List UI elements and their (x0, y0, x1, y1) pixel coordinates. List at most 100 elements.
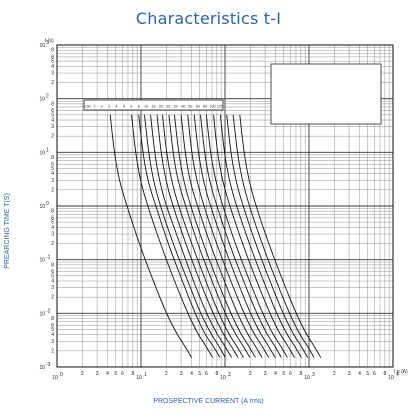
y-minor-tick-label: 5 (51, 112, 54, 118)
x-minor-tick-label: 4 (274, 371, 277, 377)
curve-3 (144, 114, 226, 358)
x-minor-tick-label: 2 (249, 371, 252, 377)
x-minor-tick-label: 6 (205, 371, 208, 377)
y-minor-tick-label: 5 (51, 59, 54, 65)
y-tick-exponent: 3 (46, 40, 49, 46)
y-minor-tick-label: 2 (51, 295, 54, 301)
curve-63 (219, 114, 302, 358)
x-minor-tick-label: 4 (358, 371, 361, 377)
curve-0.50 (109, 114, 192, 358)
y-tick-exponent: -3 (46, 362, 51, 368)
x-minor-tick-label: 4 (106, 371, 109, 377)
rating-label: 50 (188, 105, 192, 109)
y-minor-tick-label: 5 (51, 273, 54, 279)
x-minor-tick-label: 5 (198, 371, 201, 377)
rating-label: 32 (174, 105, 178, 109)
y-minor-tick-label: 8 (51, 101, 54, 107)
x-minor-tick-label: 8 (215, 371, 218, 377)
curve-8 (168, 114, 251, 358)
y-minor-tick-label: 4 (51, 225, 54, 231)
y-minor-tick-label: 2 (51, 80, 54, 86)
x-tick-exponent: 2 (228, 372, 231, 378)
x-tick-label: 10 (388, 375, 394, 381)
inset-boxes (83, 63, 382, 125)
x-tick-label: 10 (52, 375, 58, 381)
x-minor-tick-label: 3 (180, 371, 183, 377)
curve-20 (187, 114, 270, 358)
y-minor-tick-label: 5 (51, 220, 54, 226)
x-minor-tick-label: 6 (289, 371, 292, 377)
y-minor-tick-label: 6 (51, 162, 54, 168)
y-minor-tick-label: 4 (51, 171, 54, 177)
y-minor-tick-label: 8 (51, 316, 54, 322)
x-minor-tick-label: 3 (348, 371, 351, 377)
x-minor-tick-label: 5 (282, 371, 285, 377)
curve-32 (199, 114, 282, 358)
y-minor-tick-label: 3 (51, 285, 54, 291)
rating-label: 80 (203, 105, 207, 109)
rating-label: 2 (101, 105, 103, 109)
y-minor-tick-label: 8 (51, 262, 54, 268)
y-tick-exponent: 2 (46, 94, 49, 100)
plot-frame (56, 44, 394, 368)
y-minor-tick-label: 2 (51, 241, 54, 247)
y-minor-tick-label: 4 (51, 64, 54, 70)
x-minor-tick-label: 3 (96, 371, 99, 377)
y-tick-label: 10 (39, 365, 45, 371)
y-tick-exponent: -1 (46, 255, 51, 261)
rating-label: 6 (130, 105, 132, 109)
x-axis-unit: I p (A) (394, 369, 408, 375)
y-minor-tick-label: 8 (51, 48, 54, 54)
x-minor-tick-label: 6 (373, 371, 376, 377)
x-minor-tick-label: 8 (131, 371, 134, 377)
y-minor-tick-label: 6 (51, 323, 54, 329)
x-minor-tick-label: 4 (190, 371, 193, 377)
y-tick-label: 10 (39, 150, 45, 156)
y-minor-tick-label: 4 (51, 332, 54, 338)
rating-label: 25 (166, 105, 170, 109)
y-tick-exponent: 1 (46, 147, 49, 153)
y-minor-tick-label: 2 (51, 187, 54, 193)
x-minor-tick-label: 3 (264, 371, 267, 377)
rating-label: 3 (108, 105, 110, 109)
rating-label: 20 (159, 105, 163, 109)
blank-label-box (270, 63, 382, 125)
y-minor-tick-label: 2 (51, 134, 54, 140)
y-minor-tick-label: 5 (51, 327, 54, 333)
rating-label: 4 (116, 105, 118, 109)
curve-80 (226, 114, 309, 358)
y-minor-tick-label: 8 (51, 209, 54, 215)
x-tick-exponent: 3 (312, 372, 315, 378)
y-minor-tick-label: 5 (51, 166, 54, 172)
rating-label: 16 (152, 105, 156, 109)
x-minor-tick-label: 2 (81, 371, 84, 377)
chart-title: Characteristics t-I (135, 9, 282, 28)
y-minor-tick-label: 3 (51, 124, 54, 130)
y-axis-unit: t (s) (45, 38, 54, 44)
y-tick-label: 10 (39, 311, 45, 317)
curves (109, 114, 322, 358)
y-minor-tick-label: 3 (51, 178, 54, 184)
rating-label: 40 (181, 105, 185, 109)
x-minor-tick-label: 6 (121, 371, 124, 377)
y-tick-label: 10 (39, 204, 45, 210)
y-minor-tick-label: 8 (51, 155, 54, 161)
curve-16 (180, 114, 263, 358)
rating-label: 100 (210, 105, 216, 109)
rating-label: 125 (217, 105, 223, 109)
rating-label: 63 (196, 105, 200, 109)
curve-6 (161, 114, 244, 358)
x-tick-exponent: 4 (396, 372, 399, 378)
x-tick-exponent: 1 (144, 372, 147, 378)
x-tick-label: 10 (220, 375, 226, 381)
curve-5 (156, 114, 239, 358)
y-minor-tick-label: 3 (51, 71, 54, 77)
y-tick-label: 10 (39, 258, 45, 264)
curve-125 (239, 114, 322, 358)
x-minor-tick-label: 5 (114, 371, 117, 377)
rating-label: 10 (144, 105, 148, 109)
y-minor-tick-label: 6 (51, 108, 54, 114)
curve-1 (131, 114, 213, 358)
curve-100 (232, 114, 315, 358)
